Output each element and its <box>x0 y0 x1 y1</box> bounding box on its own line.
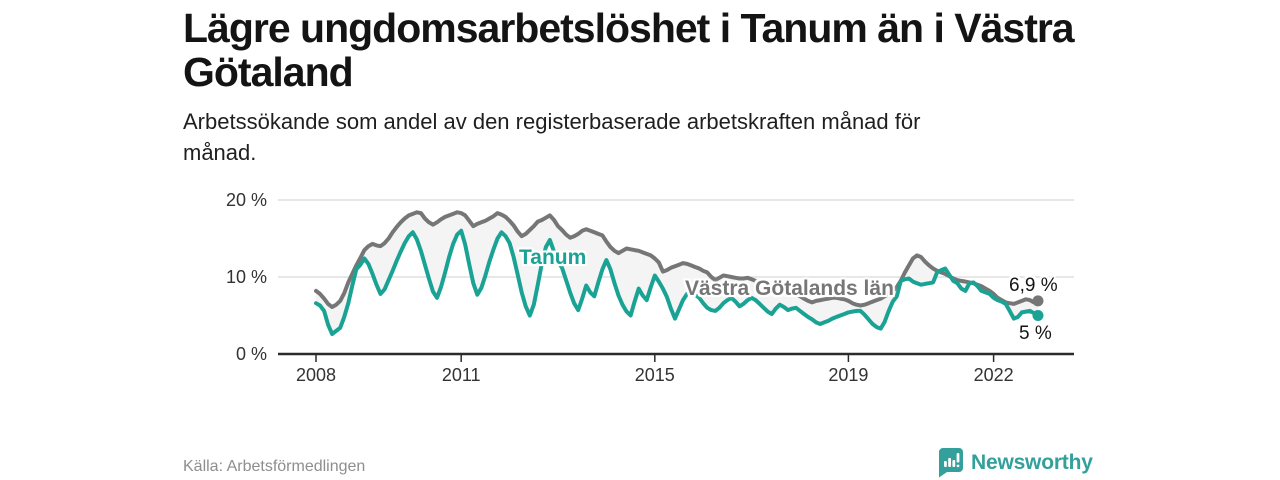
line-vastra-gotaland <box>314 210 1040 309</box>
series-label-tanum: Tanum <box>519 246 587 269</box>
chart-subtitle: Arbetssökande som andel av den registerb… <box>183 106 1083 168</box>
page-title: Lägre ungdomsarbetslöshet i Tanum än i V… <box>183 6 1243 94</box>
y-tick-label-0: 0 % <box>236 344 267 364</box>
end-dot-tanum <box>1032 310 1044 321</box>
newsworthy-logo-text: Newsworthy <box>971 450 1093 474</box>
newsworthy-logo[interactable]: Newsworthy <box>936 447 1093 478</box>
x-tick-label-2011: 2011 <box>442 365 481 385</box>
title-line-2: Götaland <box>183 49 354 95</box>
end-value-label-tanum: 5 % <box>1019 323 1052 344</box>
newsworthy-logo-icon <box>936 447 964 478</box>
x-tick-label-2019: 2019 <box>828 365 868 385</box>
line-tanum <box>314 228 1040 336</box>
x-tick-label-2008: 2008 <box>296 365 336 385</box>
subtitle-line-2: månad. <box>183 140 257 165</box>
y-tick-label-20: 20 % <box>226 190 267 210</box>
series-label-vastra-gotalands-lan: Västra Götalands län <box>685 277 894 300</box>
source-attribution: Källa: Arbetsförmedlingen <box>183 458 366 475</box>
title-line-1: Lägre ungdomsarbetslöshet i Tanum än i V… <box>183 5 1075 51</box>
band-between-series <box>316 212 1038 334</box>
y-tick-label-10: 10 % <box>226 267 267 287</box>
end-dot-vastra-gotaland <box>1032 295 1044 307</box>
x-tick-label-2022: 2022 <box>974 365 1014 385</box>
subtitle-line-1: Arbetssökande som andel av den registerb… <box>183 109 921 134</box>
end-value-label-vastra-gotaland: 6,9 % <box>1009 275 1058 296</box>
x-tick-label-2015: 2015 <box>635 365 675 385</box>
